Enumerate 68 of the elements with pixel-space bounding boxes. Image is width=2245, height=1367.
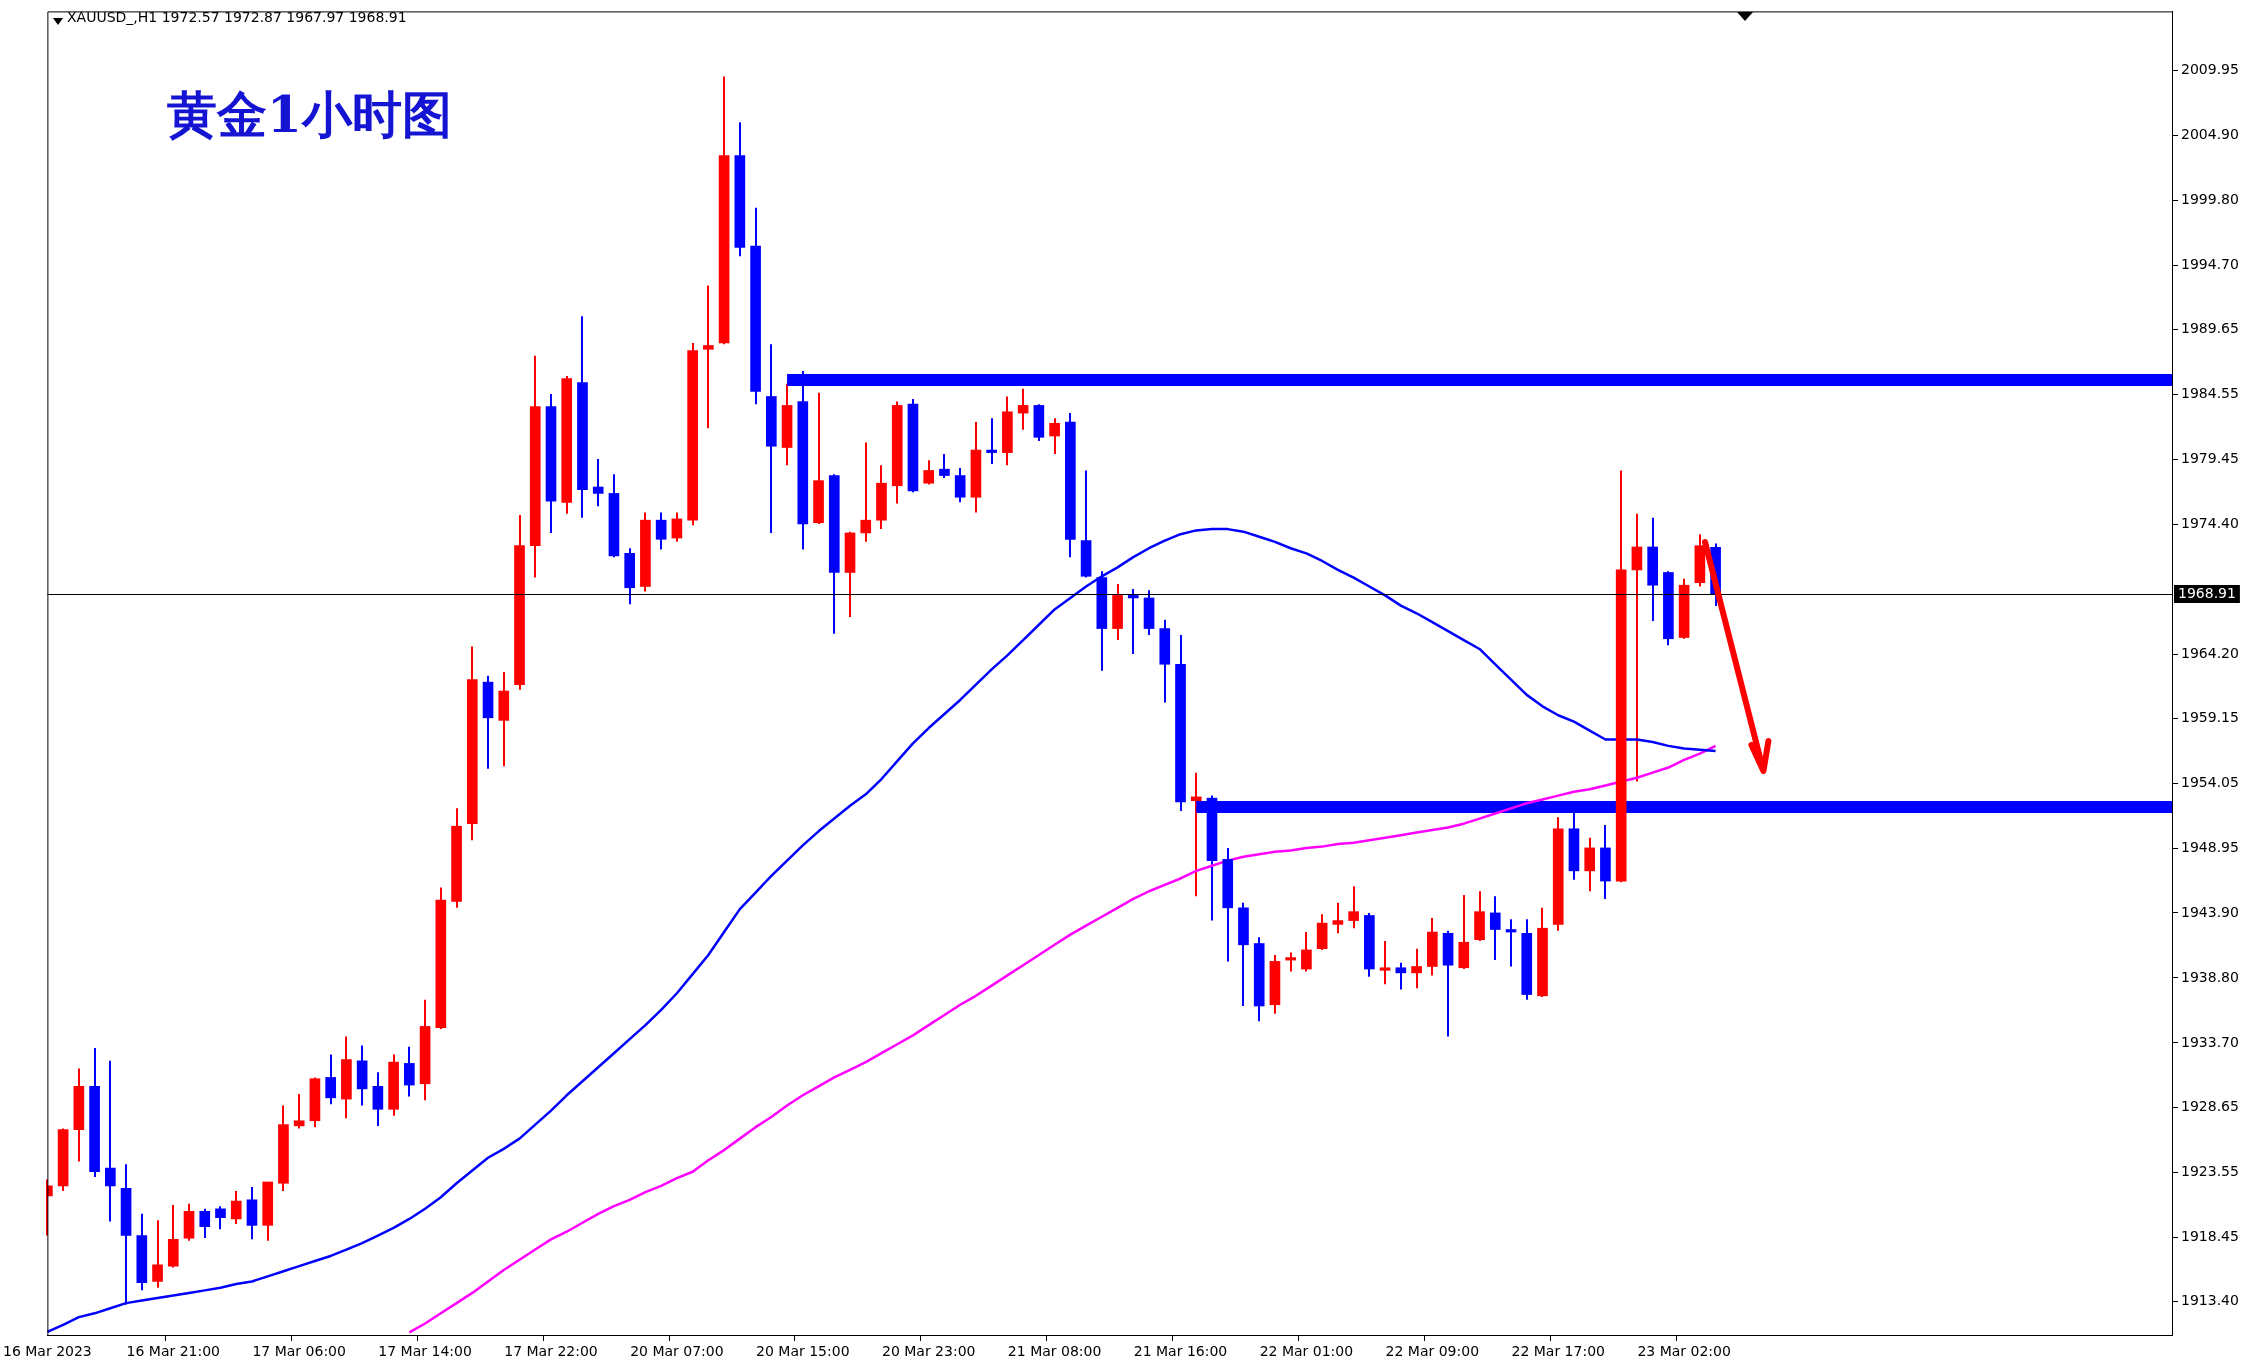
x-tick-label: 20 Mar 15:00 [756,1343,850,1360]
candlestick [1127,588,1139,656]
candlestick [372,1071,384,1127]
candlestick [215,1205,226,1231]
candlestick [954,466,966,504]
y-tick-label: 1923.55 [2181,1163,2239,1180]
candlestick [1411,947,1422,990]
x-tick-label: 20 Mar 07:00 [630,1343,724,1360]
x-tick-label: 22 Mar 09:00 [1385,1343,1480,1360]
y-tick-label: 1938.80 [2181,968,2239,985]
x-tick-label: 16 Mar 21:00 [126,1343,221,1360]
chart-subtitle: XAUUSD_,H1 1972.57 1972.87 1967.97 1968.91 [67,9,407,25]
candlestick [592,457,604,508]
candlestick [1379,939,1391,986]
x-tick-label: 21 Mar 08:00 [1007,1343,1102,1360]
y-tick-label: 1959.15 [2181,709,2239,726]
candlestick [1395,961,1407,991]
y-tick-label: 2009.95 [2181,61,2239,78]
x-tick-label: 20 Mar 23:00 [881,1343,976,1360]
y-tick-label: 1948.95 [2181,839,2239,856]
x-tick-label: 17 Mar 06:00 [252,1343,346,1360]
candlestick [105,1059,116,1223]
candlestick [230,1189,242,1226]
y-tick-label: 1974.40 [2181,514,2239,531]
candlestick [939,452,950,480]
y-tick-label: 1954.05 [2181,774,2239,791]
candlestick [1301,931,1312,973]
candlestick [1348,885,1359,930]
x-tick-label: 17 Mar 14:00 [378,1343,472,1360]
x-tick-label: 17 Mar 22:00 [504,1343,598,1360]
x-tick-label: 22 Mar 01:00 [1259,1343,1354,1360]
candlestick [404,1045,415,1098]
candlestick [325,1053,336,1106]
y-tick-label: 2004.90 [2181,125,2239,142]
candlestick [1190,771,1202,898]
candlestick [1631,512,1643,783]
y-tick-label: 1999.80 [2181,190,2239,207]
y-tick-label: 1989.65 [2181,320,2239,337]
y-tick-label: 1964.20 [2181,644,2239,661]
candlestick [1285,951,1297,973]
candlestick [293,1093,305,1130]
candlestick [671,511,683,543]
candlestick [1017,387,1029,431]
y-tick-label: 1994.70 [2181,255,2239,272]
y-tick-label: 1913.40 [2181,1292,2239,1309]
candlestick [860,441,872,543]
candlestick [199,1207,211,1240]
y-tick-label: 1933.70 [2181,1033,2239,1050]
y-tick-label: 1979.45 [2181,450,2239,467]
y-tick-label: 1943.90 [2181,903,2239,920]
x-tick-label: 23 Mar 02:00 [1637,1343,1731,1360]
candlestick [1489,895,1501,962]
y-tick-label: 1918.45 [2181,1228,2239,1245]
candlestick [1049,417,1060,455]
x-tick-label: 21 Mar 16:00 [1133,1343,1228,1360]
candlestick [703,284,714,430]
candlestick [655,511,667,551]
candlestick [986,417,997,466]
x-tick-label: 22 Mar 17:00 [1511,1343,1605,1360]
candlestick [1332,901,1344,935]
candlestick [923,459,935,486]
y-tick-label: 1928.65 [2181,1098,2239,1115]
candlestick [1584,836,1596,893]
candlestick [152,1219,163,1289]
text: 黄金1小时图 [167,84,452,146]
x-tick-label: 16 Mar 2023 [3,1343,92,1360]
y-tick-label: 1984.55 [2181,385,2239,402]
ref-line-label: 1968.91 [2178,584,2236,601]
